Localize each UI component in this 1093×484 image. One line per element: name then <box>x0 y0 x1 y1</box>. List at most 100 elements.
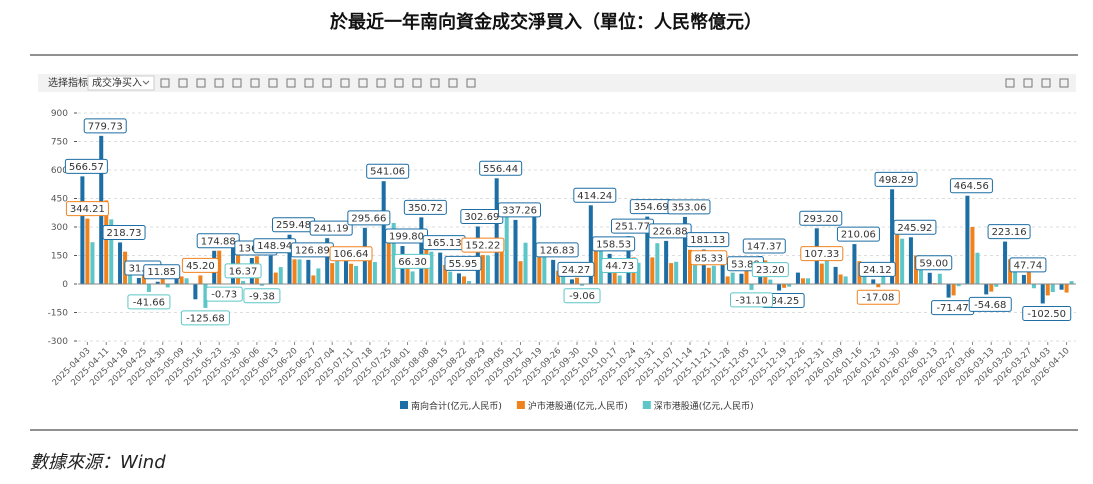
bar <box>1013 266 1018 284</box>
bar <box>1050 284 1055 293</box>
bar <box>165 284 170 288</box>
bar <box>1064 284 1069 293</box>
legend-swatch <box>400 401 408 409</box>
data-label: 251.77 <box>615 222 650 233</box>
data-label: 158.53 <box>596 239 631 250</box>
bar <box>1003 241 1008 284</box>
data-label: 259.48 <box>276 220 311 231</box>
bar <box>354 265 359 284</box>
data-label: 16.37 <box>229 266 258 277</box>
bar <box>965 195 970 284</box>
legend-swatch <box>516 401 525 409</box>
data-label-box <box>751 262 789 278</box>
data-label-box <box>479 160 523 176</box>
bar <box>372 262 377 284</box>
bar <box>494 178 499 284</box>
bar <box>335 259 340 284</box>
bar <box>542 255 547 284</box>
data-label: 44.73 <box>605 261 634 272</box>
bar <box>551 259 556 284</box>
bar <box>386 242 391 284</box>
bar <box>179 276 184 284</box>
bar <box>645 216 650 284</box>
bar <box>674 261 679 284</box>
bar <box>664 240 669 284</box>
data-label-box <box>563 288 601 304</box>
bar <box>787 284 792 287</box>
data-label: 293.20 <box>803 214 838 225</box>
bar <box>1059 284 1064 290</box>
tool-icon <box>466 78 476 88</box>
data-label-box <box>557 261 595 277</box>
data-label-box <box>181 257 219 273</box>
data-label: -54.68 <box>974 300 1006 311</box>
y-tick-label: -150 <box>48 309 69 319</box>
bar <box>975 252 980 284</box>
legend-swatch <box>642 401 651 409</box>
data-label: -102.50 <box>1027 309 1066 320</box>
bar <box>217 250 222 284</box>
data-label-box <box>858 261 896 277</box>
bar <box>85 218 90 284</box>
bar <box>711 265 716 284</box>
data-label: 11.85 <box>147 267 176 278</box>
data-label-box <box>949 178 993 194</box>
data-label-box <box>856 289 900 305</box>
data-label-box <box>742 238 786 254</box>
bar <box>259 284 264 286</box>
chart-title: 於最近一年南向資金成交淨買入（單位：人民幣億元） <box>330 11 762 33</box>
bar <box>391 222 396 284</box>
bar <box>198 275 203 284</box>
data-label-box <box>667 199 711 215</box>
data-label-box <box>64 158 108 174</box>
indicator-select-text[interactable]: 成交净买入 <box>92 76 142 89</box>
bar <box>951 284 956 296</box>
data-label: 55.95 <box>449 259 478 270</box>
data-label: 464.56 <box>954 181 989 192</box>
bar <box>946 284 951 298</box>
bar <box>739 273 744 284</box>
data-label-box <box>987 224 1031 240</box>
bar <box>438 252 443 284</box>
indicator-select[interactable] <box>87 75 155 91</box>
data-label: 181.13 <box>690 235 725 246</box>
bar <box>749 284 754 290</box>
data-label-box <box>65 201 109 217</box>
data-label-box <box>1022 305 1072 321</box>
toolbar-label: 选择指标 <box>48 76 88 89</box>
data-label: -17.08 <box>862 293 894 304</box>
bar <box>462 276 467 284</box>
bar <box>236 239 241 284</box>
data-label: 498.29 <box>879 175 914 186</box>
data-label: 165.13 <box>427 238 462 249</box>
data-label-box <box>366 163 410 179</box>
tool-icon <box>232 78 242 88</box>
tool-icon <box>448 78 458 88</box>
bar <box>287 234 292 284</box>
tool-icon <box>286 78 296 88</box>
y-tick-label: 450 <box>51 195 68 205</box>
bar <box>682 216 687 284</box>
data-label-box <box>915 255 953 271</box>
data-label-box <box>874 171 918 187</box>
data-label: 107.33 <box>804 249 839 260</box>
dropdown-arrow <box>142 80 150 85</box>
bar <box>725 276 730 284</box>
bar <box>193 284 198 300</box>
data-label: 354.69 <box>634 202 669 213</box>
bar <box>777 284 782 291</box>
bar <box>523 242 528 284</box>
bar <box>843 276 848 284</box>
y-tick-label: 900 <box>51 109 68 119</box>
bar <box>448 271 453 284</box>
tool-icon <box>1023 78 1033 88</box>
data-label: 23.20 <box>756 265 785 276</box>
bar <box>456 273 462 284</box>
y-tick-label: 0 <box>62 280 68 290</box>
bar <box>650 257 655 284</box>
bar <box>890 189 895 284</box>
bar <box>203 284 208 308</box>
bar <box>80 176 85 284</box>
bar <box>994 284 999 287</box>
tool-icon <box>196 78 206 88</box>
